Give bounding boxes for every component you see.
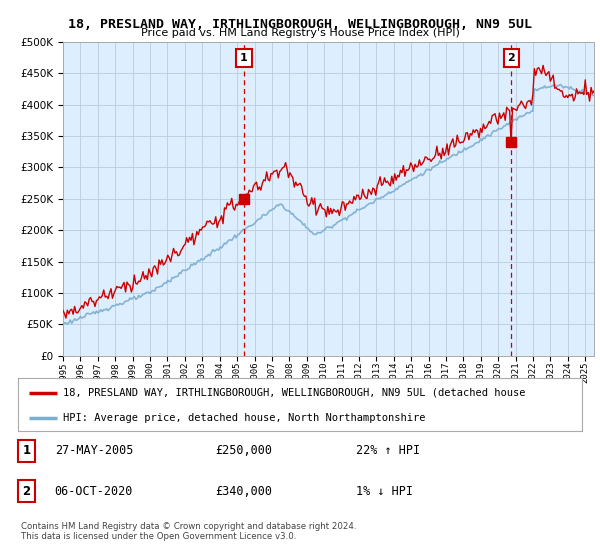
Text: 22% ↑ HPI: 22% ↑ HPI <box>356 445 421 458</box>
Text: Contains HM Land Registry data © Crown copyright and database right 2024.
This d: Contains HM Land Registry data © Crown c… <box>21 522 356 542</box>
Text: 2: 2 <box>508 53 515 63</box>
Text: 27-MAY-2005: 27-MAY-2005 <box>55 445 133 458</box>
Text: 1: 1 <box>22 445 31 458</box>
Text: 2: 2 <box>22 484 31 497</box>
Text: HPI: Average price, detached house, North Northamptonshire: HPI: Average price, detached house, Nort… <box>63 413 425 423</box>
Text: £340,000: £340,000 <box>215 484 272 497</box>
Text: £250,000: £250,000 <box>215 445 272 458</box>
Text: 1: 1 <box>240 53 248 63</box>
Text: 1% ↓ HPI: 1% ↓ HPI <box>356 484 413 497</box>
Text: 18, PRESLAND WAY, IRTHLINGBOROUGH, WELLINGBOROUGH, NN9 5UL (detached house: 18, PRESLAND WAY, IRTHLINGBOROUGH, WELLI… <box>63 388 526 398</box>
Text: 06-OCT-2020: 06-OCT-2020 <box>55 484 133 497</box>
Text: 18, PRESLAND WAY, IRTHLINGBOROUGH, WELLINGBOROUGH, NN9 5UL: 18, PRESLAND WAY, IRTHLINGBOROUGH, WELLI… <box>68 18 532 31</box>
Text: Price paid vs. HM Land Registry's House Price Index (HPI): Price paid vs. HM Land Registry's House … <box>140 28 460 38</box>
